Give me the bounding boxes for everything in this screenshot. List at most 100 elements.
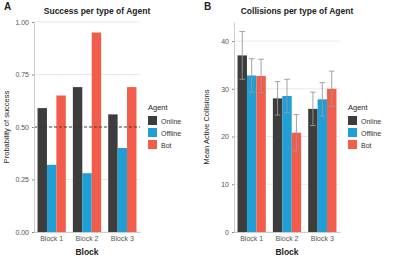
y-axis-line	[34, 23, 35, 233]
y-tick-mark	[32, 22, 34, 23]
bar	[282, 96, 291, 232]
legend-swatch	[148, 116, 157, 125]
x-axis: Block 1 Block 2 Block 3	[35, 232, 141, 242]
error-bar	[275, 82, 281, 115]
y-tick-mark	[232, 89, 234, 90]
y-tick-mark	[232, 137, 234, 138]
legend-label: Online	[361, 118, 381, 125]
y-tick-label: 0.25	[15, 176, 29, 183]
y-tick-mark	[232, 184, 234, 185]
grid-line	[34, 22, 140, 23]
plot-area	[238, 32, 337, 232]
error-bar	[294, 115, 300, 151]
y-tick-label: 0.75	[15, 71, 29, 78]
reference-line	[34, 127, 140, 128]
bar	[108, 114, 117, 232]
y-axis: 0 10 20 30 40	[221, 23, 234, 236]
y-tick-label: 0.00	[15, 229, 29, 236]
bar	[273, 98, 282, 232]
y-tick-mark	[32, 180, 34, 181]
error-bar	[310, 92, 316, 125]
legend: AgentOnlineOfflineBot	[148, 103, 181, 149]
x-tick: Block 1	[240, 232, 263, 242]
panel: 010203040Block 1Block 2Block 3BCollision…	[202, 1, 381, 257]
panel: 0.000.250.500.751.00Block 1Block 2Block …	[2, 1, 181, 257]
x-axis-line	[235, 232, 341, 233]
x-axis: Block 1 Block 2 Block 3	[235, 232, 341, 242]
x-tick-label: Block 3	[111, 235, 134, 242]
y-tick-label: 30	[221, 86, 229, 93]
y-tick-mark	[32, 75, 34, 76]
y-axis-line	[234, 23, 235, 233]
x-axis-line	[35, 232, 141, 233]
grid	[34, 22, 140, 232]
legend-label: Offline	[361, 130, 381, 137]
bar	[118, 148, 127, 232]
y-tick: 0	[225, 229, 234, 236]
y-tick-label: 40	[221, 38, 229, 45]
grid-line	[34, 127, 140, 128]
error-bar	[329, 71, 335, 106]
y-axis-title: Probability of success	[2, 90, 11, 163]
x-tick: Block 2	[76, 232, 99, 242]
y-tick-label: 10	[221, 181, 229, 188]
y-tick: 20	[221, 133, 234, 140]
x-tick-label: Block 2	[276, 235, 299, 242]
y-tick-mark	[32, 127, 34, 128]
bar	[73, 87, 82, 232]
y-tick-mark	[32, 232, 34, 233]
grid	[234, 41, 340, 232]
bar	[238, 55, 247, 232]
x-tick-label: Block 1	[40, 235, 63, 242]
x-tick: Block 1	[40, 232, 63, 242]
x-tick-label: Block 2	[76, 235, 99, 242]
x-tick: Block 3	[311, 232, 334, 242]
y-tick: 40	[221, 38, 234, 45]
legend-title: Agent	[148, 103, 169, 112]
error-bar	[239, 32, 245, 80]
y-tick: 0.50	[15, 124, 34, 131]
y-tick-label: 20	[221, 133, 229, 140]
bar	[47, 165, 56, 232]
x-axis-title: Block	[75, 247, 98, 257]
title: Success per type of Agent	[44, 6, 151, 16]
y-tick: 0.75	[15, 71, 34, 78]
x-tick-label: Block 3	[311, 235, 334, 242]
x-axis-title: Block	[275, 247, 298, 257]
y-tick: 10	[221, 181, 234, 188]
y-tick: 30	[221, 86, 234, 93]
legend-swatch	[348, 140, 357, 149]
bar	[247, 75, 256, 232]
y-tick: 0.00	[15, 229, 34, 236]
plot-area	[34, 33, 140, 233]
y-axis: 0.00 0.25 0.50 0.75 1.00	[15, 19, 34, 236]
bar	[56, 96, 65, 233]
legend-title: Agent	[348, 103, 369, 112]
grid-line	[34, 74, 140, 75]
grid-line	[234, 41, 340, 42]
bar	[308, 109, 317, 232]
legend-swatch	[348, 128, 357, 137]
y-tick: 1.00	[15, 19, 34, 26]
x-tick: Block 2	[276, 232, 299, 242]
legend-label: Bot	[361, 142, 372, 149]
x-tick-label: Block 1	[240, 235, 263, 242]
y-tick-mark	[232, 41, 234, 42]
panel-label: B	[204, 1, 211, 12]
legend-swatch	[348, 116, 357, 125]
error-bar	[284, 79, 290, 112]
legend-label: Bot	[161, 142, 172, 149]
y-tick-mark	[232, 232, 234, 233]
panel-label: A	[4, 1, 11, 12]
y-tick-label: 1.00	[15, 19, 29, 26]
legend-swatch	[148, 128, 157, 137]
bar	[318, 99, 327, 232]
legend-label: Online	[161, 118, 181, 125]
bar	[127, 87, 136, 232]
y-tick-label: 0.50	[15, 124, 29, 131]
error-bar	[249, 59, 255, 92]
bar	[92, 33, 101, 233]
y-axis-title: Mean Active Collisions	[202, 89, 211, 164]
bar	[82, 173, 91, 232]
x-tick: Block 3	[111, 232, 134, 242]
